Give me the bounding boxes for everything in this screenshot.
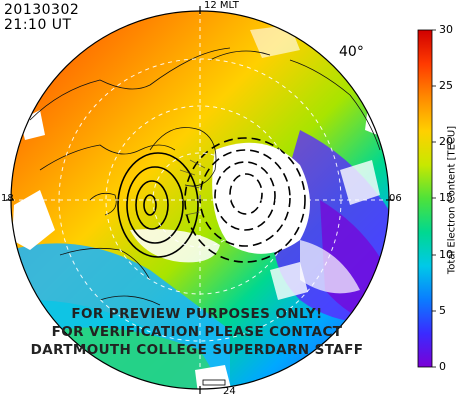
scale-bar	[202, 379, 226, 386]
time-label: 21:10 UT	[4, 17, 72, 33]
colorbar-tick-10: 10	[439, 248, 453, 261]
watermark-line-3: DARTMOUTH COLLEGE SUPERDARN STAFF	[30, 342, 364, 358]
colorbar-tick-30: 30	[439, 23, 453, 36]
tec-disk	[11, 11, 389, 389]
latitude-label: 40°	[339, 44, 364, 60]
colorbar-tick-25: 25	[439, 79, 453, 92]
watermark-line-2: FOR VERIFICATION PLEASE CONTACT	[51, 324, 343, 340]
colorbar-label: Total Electron Content [TECU]	[446, 125, 458, 275]
mlt-label-left: 18	[1, 193, 14, 204]
colorbar-tick-0: 0	[439, 360, 446, 373]
colorbar	[417, 29, 433, 368]
mlt-label-right: 06	[389, 193, 402, 204]
colorbar-tick-20: 20	[439, 135, 453, 148]
mlt-label-bottom: 24	[223, 386, 236, 397]
colorbar-tick-5: 5	[439, 304, 446, 317]
watermark-line-1: FOR PREVIEW PURPOSES ONLY!	[71, 306, 323, 322]
colorbar-tick-15: 15	[439, 191, 453, 204]
date-label: 20130302	[4, 2, 80, 18]
mlt-label-top: 12 MLT	[204, 0, 239, 11]
